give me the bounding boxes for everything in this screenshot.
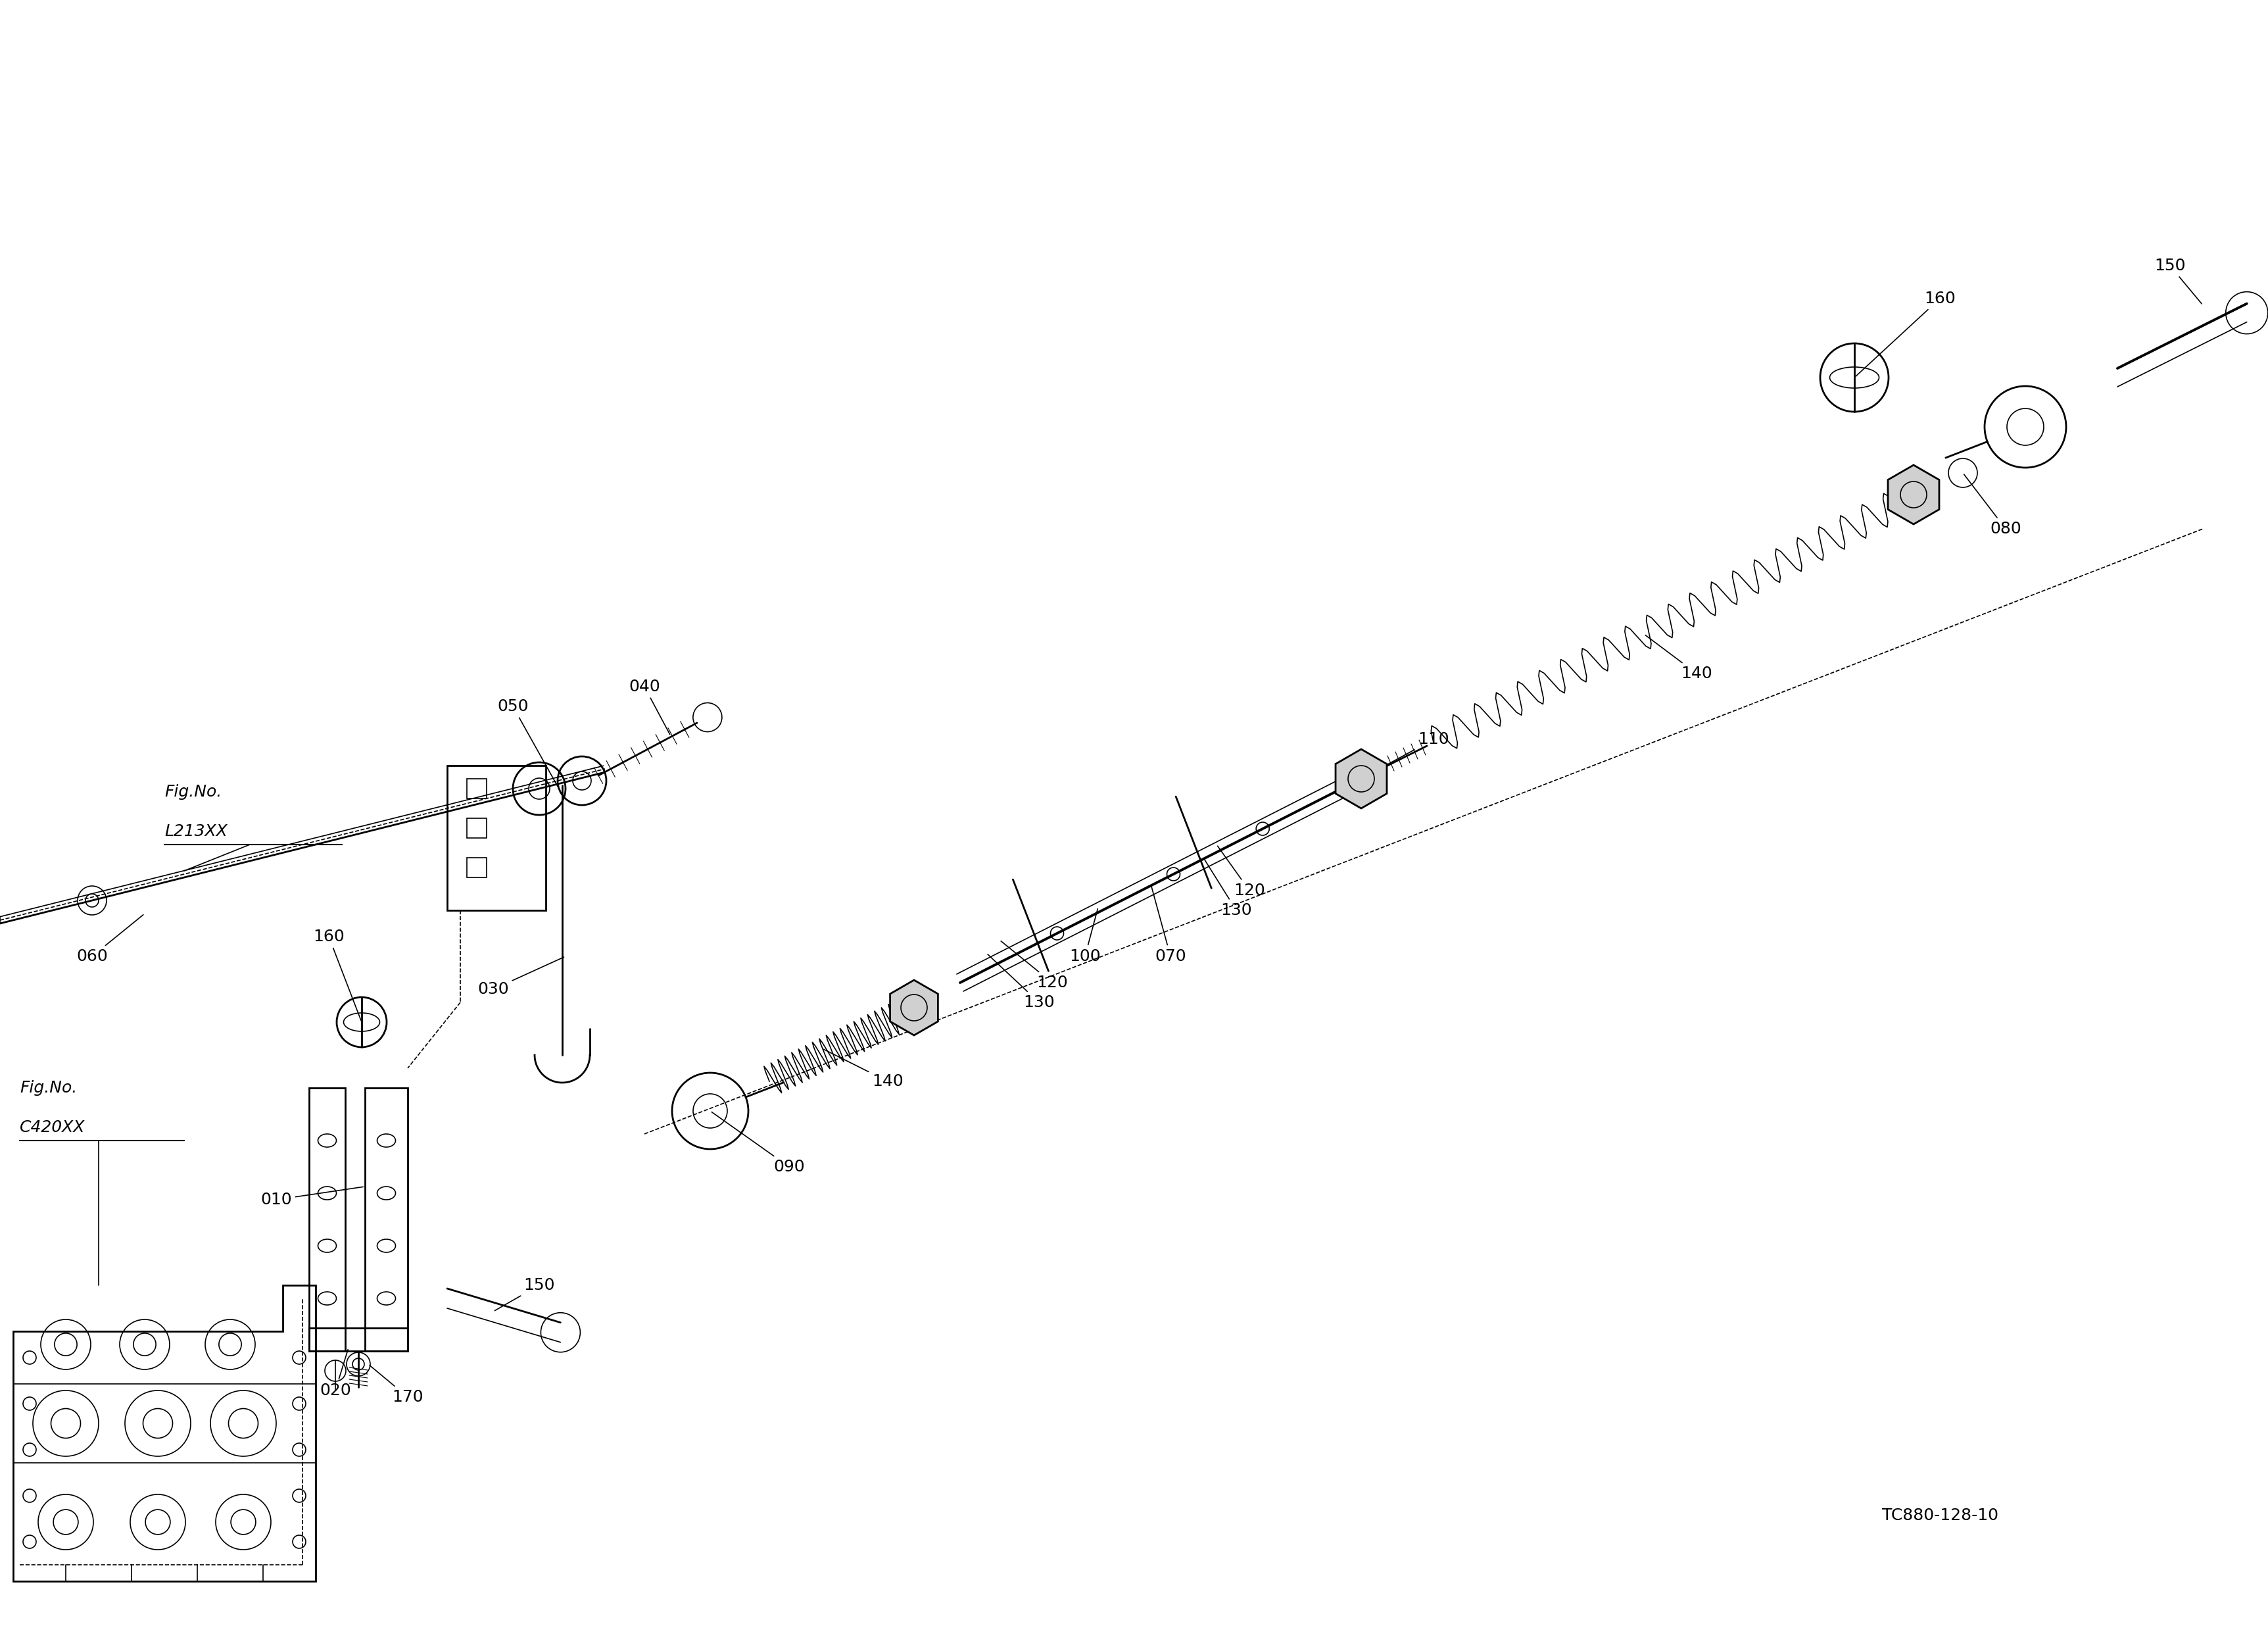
Polygon shape bbox=[1336, 749, 1386, 809]
Text: 020: 020 bbox=[320, 1349, 352, 1398]
Text: L213XX: L213XX bbox=[163, 823, 227, 840]
Text: 130: 130 bbox=[987, 954, 1055, 1010]
Text: 130: 130 bbox=[1204, 860, 1252, 919]
Text: Fig.No.: Fig.No. bbox=[163, 784, 222, 800]
Text: 120: 120 bbox=[1218, 847, 1266, 899]
Polygon shape bbox=[1887, 464, 1939, 524]
Text: 080: 080 bbox=[1964, 474, 2021, 537]
Polygon shape bbox=[889, 980, 939, 1036]
Text: 160: 160 bbox=[1855, 292, 1955, 376]
Text: Fig.No.: Fig.No. bbox=[20, 1080, 77, 1095]
Text: 110: 110 bbox=[1363, 731, 1449, 777]
Bar bbox=[467, 819, 488, 838]
Bar bbox=[467, 858, 488, 878]
Text: 090: 090 bbox=[712, 1112, 805, 1174]
Text: 070: 070 bbox=[1152, 886, 1186, 963]
Text: 100: 100 bbox=[1068, 909, 1100, 963]
Text: 040: 040 bbox=[628, 679, 669, 735]
Text: 010: 010 bbox=[261, 1187, 363, 1207]
Text: 060: 060 bbox=[77, 914, 143, 963]
Text: TC880-128-10: TC880-128-10 bbox=[1882, 1507, 1998, 1523]
Text: 140: 140 bbox=[1644, 636, 1712, 682]
Text: 030: 030 bbox=[479, 957, 565, 996]
Text: 140: 140 bbox=[823, 1049, 903, 1089]
Text: 160: 160 bbox=[313, 929, 361, 1021]
Text: 170: 170 bbox=[370, 1365, 424, 1405]
Text: 050: 050 bbox=[497, 698, 558, 787]
Bar bbox=[447, 766, 547, 911]
Bar bbox=[467, 779, 488, 799]
Text: 120: 120 bbox=[1000, 940, 1068, 990]
Text: C420XX: C420XX bbox=[20, 1120, 86, 1135]
Text: 150: 150 bbox=[2155, 259, 2202, 303]
Text: 150: 150 bbox=[494, 1278, 556, 1311]
